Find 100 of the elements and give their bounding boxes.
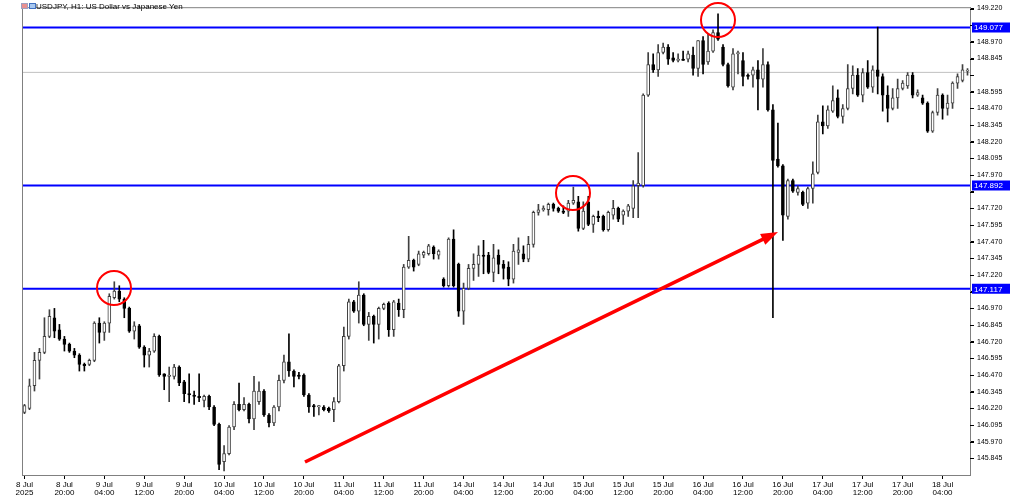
candlestick [865,60,870,89]
candlestick [586,196,591,227]
candlestick [267,413,271,428]
candlestick [302,373,306,397]
candlestick [232,401,236,431]
x-tick-label: 14 Jul 20:00 [532,479,555,498]
candlestick [701,36,705,75]
ref-line-label: 147.117 [974,284,1003,294]
candlestick [212,405,216,427]
candlestick [147,348,152,368]
candlestick [162,373,167,391]
candlestick [117,285,122,303]
candlestick [112,281,117,300]
candlestick [751,66,755,88]
candlestick [885,85,890,123]
candlestick [646,52,651,97]
candlestick [651,53,655,73]
candlestick [691,46,695,76]
candlestick [292,369,296,388]
candlestick [741,52,745,87]
candlestick [337,364,341,404]
candlestick [666,44,670,65]
candlestick [322,405,326,412]
candlestick [761,48,765,88]
candlestick [636,152,641,219]
candlestick [137,324,142,349]
candlestick [237,382,241,412]
candlestick [371,314,376,344]
candlestick [811,161,815,204]
candlestick [157,334,162,377]
candlestick [726,62,730,88]
x-tick-label: 18 Jul 04:00 [931,479,954,498]
candlestick [850,65,855,95]
candlestick [346,298,351,340]
candlestick [391,300,396,337]
chart-title: USDJPY, H1: US Dollar vs Japanese Yen [36,2,183,11]
candlestick [242,397,246,412]
candlestick [536,204,541,216]
candlestick [806,186,810,209]
candlestick [801,190,805,207]
candlestick [845,64,850,111]
x-tick-label: 9 Jul 20:00 [174,479,195,498]
candlestick [965,68,970,76]
candlestick [576,196,581,232]
x-tick-label: 17 Jul 20:00 [891,479,914,498]
x-tick-label: 8 Jul 20:00 [54,479,75,498]
x-tick-label: 15 Jul 04:00 [572,479,595,498]
candlestick [167,366,172,403]
x-tick-label: 10 Jul 20:00 [293,479,315,498]
candlestick [257,381,261,405]
candlestick [207,394,211,411]
candlestick [396,298,401,317]
candlestick [272,405,276,427]
candlestick [361,293,366,327]
candlestick [287,333,291,377]
x-tick-label: 14 Jul 04:00 [452,479,475,498]
x-tick-label: 10 Jul 12:00 [253,479,275,498]
candlestick [202,394,206,408]
candlestick [591,214,596,233]
candlestick [706,33,710,65]
candlestick [217,422,221,470]
candlestick [616,206,621,223]
candlestick [481,240,486,275]
candlestick [127,306,132,333]
candlestick [332,397,336,423]
candlestick [516,237,521,265]
candlestick [815,114,820,175]
candlestick [631,180,636,219]
candlestick [102,321,107,341]
candlestick [132,321,137,340]
candlestick [855,68,860,97]
candlestick [351,300,356,313]
candlestick [696,40,700,77]
candlestick [376,306,381,340]
candlestick [152,333,157,353]
candlestick [601,214,606,232]
x-tick-label: 17 Jul 04:00 [812,479,834,498]
x-tick-label: 15 Jul 20:00 [652,479,675,498]
candlestick [686,50,690,63]
candlestick [192,390,196,405]
candlestick [830,85,835,113]
candlestick [791,178,795,193]
candlestick [317,405,321,416]
ref-line-label: 147.892 [974,181,1004,191]
candlestick [177,365,181,387]
candlestick [870,65,875,93]
candlestick [771,104,775,319]
candlestick [297,372,301,380]
candlestick [786,178,790,220]
candlestick [172,364,177,380]
x-tick-label: 9 Jul 12:00 [134,479,155,498]
x-tick-label: 10 Jul 04:00 [213,479,235,498]
candlestick [341,326,346,372]
candlestick [621,209,626,225]
x-tick-label: 16 Jul 20:00 [772,479,794,498]
candlestick [796,185,800,196]
x-tick-label: 16 Jul 12:00 [732,479,754,498]
x-tick-label: 15 Jul 12:00 [612,479,635,498]
candlestick [721,44,725,67]
candlestick [227,425,231,456]
